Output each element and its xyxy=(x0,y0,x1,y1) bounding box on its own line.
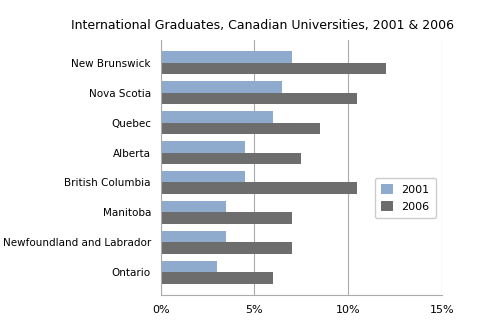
Bar xyxy=(160,261,216,272)
Bar xyxy=(160,92,357,104)
Bar xyxy=(160,201,226,212)
Bar xyxy=(160,183,357,194)
Bar xyxy=(160,231,226,243)
Legend: 2001, 2006: 2001, 2006 xyxy=(374,178,435,218)
Bar xyxy=(160,152,301,164)
Bar xyxy=(160,123,319,134)
Bar xyxy=(160,51,291,63)
Bar xyxy=(160,141,244,152)
Text: International Graduates, Canadian Universities, 2001 & 2006: International Graduates, Canadian Univer… xyxy=(71,19,453,32)
Bar xyxy=(160,81,282,92)
Bar xyxy=(160,212,291,224)
Bar xyxy=(160,111,273,123)
Bar xyxy=(160,272,273,284)
Bar xyxy=(160,171,244,183)
Bar xyxy=(160,243,291,254)
Bar xyxy=(160,63,385,74)
